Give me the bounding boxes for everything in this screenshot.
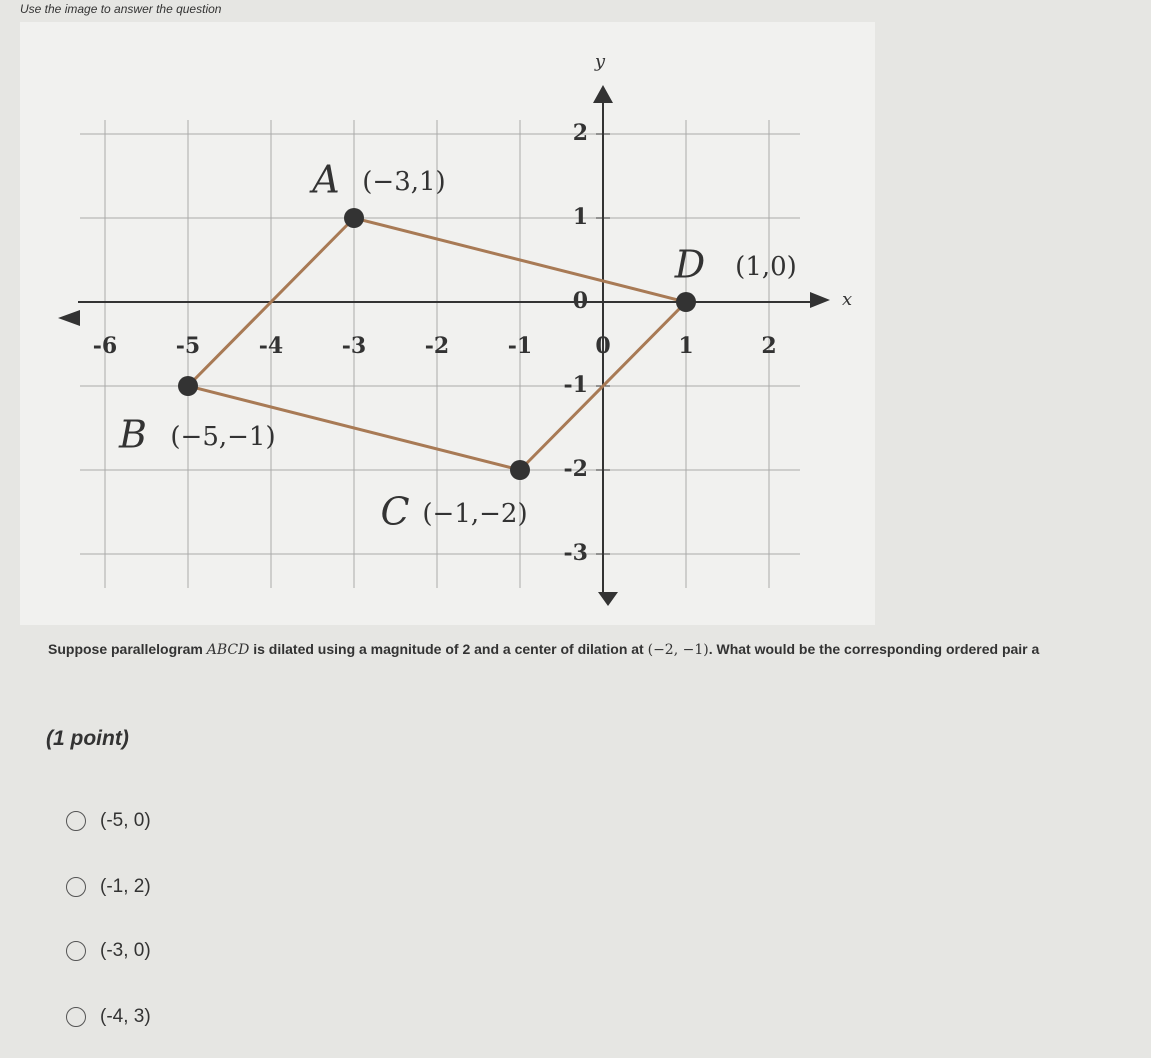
vertex-label: (−1,−2): [422, 499, 527, 529]
question-math: (−2, −1): [647, 642, 709, 658]
vertex-name: C: [380, 490, 409, 534]
vertex: [344, 208, 364, 228]
x-tick-label: 1: [678, 333, 693, 359]
x-tick-label: -4: [259, 333, 283, 359]
x-tick-label: 2: [761, 333, 776, 359]
y-tick-label: 1: [573, 204, 588, 230]
option-label[interactable]: (-3, 0): [100, 940, 151, 961]
question-text: . What would be the corresponding ordere…: [708, 641, 1040, 657]
y-tick-label: -2: [564, 456, 588, 482]
option-label[interactable]: (-5, 0): [100, 810, 151, 831]
figure-background: [20, 22, 875, 625]
option-label[interactable]: (-1, 2): [100, 876, 151, 897]
x-tick-label: -3: [342, 333, 366, 359]
radio-button[interactable]: [66, 811, 86, 831]
option[interactable]: (-3, 0): [66, 940, 151, 962]
question-text: Suppose parallelogram: [48, 641, 207, 657]
figure: -6-5-4-3-2-1012-3-2-1012xyA(−3,1)B(−5,−1…: [20, 22, 875, 625]
vertex-name: B: [118, 413, 147, 457]
question-math: ABCD: [206, 642, 250, 658]
radio-button[interactable]: [66, 1007, 86, 1027]
x-tick-label: -1: [508, 333, 532, 359]
vertex-label: (−3,1): [362, 167, 445, 197]
vertex: [510, 460, 530, 480]
y-tick-label: -3: [564, 540, 588, 566]
point-value: (1 point): [46, 727, 129, 750]
vertex: [676, 292, 696, 312]
option[interactable]: (-4, 3): [66, 1006, 151, 1028]
x-axis-label: x: [842, 289, 852, 310]
vertex-name: D: [674, 243, 705, 287]
vertex-name: A: [309, 158, 339, 202]
radio-button[interactable]: [66, 941, 86, 961]
option[interactable]: (-5, 0): [66, 810, 151, 832]
vertex-label: (−5,−1): [170, 422, 275, 452]
question-text: is dilated using a magnitude of 2 and a …: [249, 641, 648, 657]
vertex: [178, 376, 198, 396]
instruction: Use the image to answer the question: [20, 2, 222, 16]
y-tick-label: 2: [573, 120, 588, 146]
vertex-label: (1,0): [735, 252, 797, 282]
option[interactable]: (-1, 2): [66, 876, 151, 898]
option-label[interactable]: (-4, 3): [100, 1006, 151, 1027]
y-tick-label: -1: [564, 372, 588, 398]
y-axis-label: y: [594, 51, 606, 72]
x-tick-label: -2: [425, 333, 449, 359]
question: Suppose parallelogram ABCD is dilated us…: [48, 641, 1151, 658]
x-tick-label: -5: [176, 333, 200, 359]
x-tick-label: -6: [93, 333, 117, 359]
radio-button[interactable]: [66, 877, 86, 897]
